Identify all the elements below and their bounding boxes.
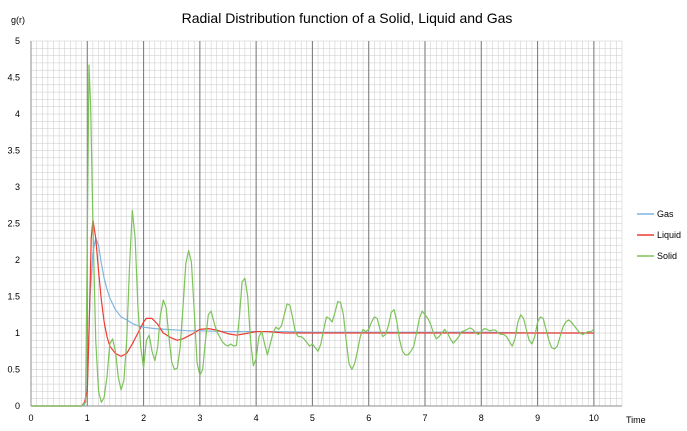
y-axis-label: g(r)	[11, 15, 25, 25]
major-gridlines	[86, 41, 595, 406]
x-tick-label: 1	[85, 413, 90, 423]
x-tick-label: 5	[310, 413, 315, 423]
x-tick-label: 0	[28, 413, 33, 423]
legend-label-gas: Gas	[657, 209, 674, 219]
x-tick-label: 10	[589, 413, 599, 423]
y-tick-label: 1	[15, 328, 20, 338]
series-line-solid	[31, 64, 595, 407]
y-tick-label: 5	[15, 36, 20, 46]
x-tick-label: 2	[141, 413, 146, 423]
legend: Gas Liquid Solid	[637, 209, 681, 261]
series-lines	[31, 64, 595, 407]
y-tick-label: 4	[15, 109, 20, 119]
legend-label-liquid: Liquid	[657, 230, 681, 240]
y-tick-label: 2	[15, 255, 20, 265]
y-tick-label: 0	[15, 401, 20, 411]
legend-label-solid: Solid	[657, 251, 677, 261]
x-tick-label: 9	[535, 413, 540, 423]
axes	[30, 41, 622, 407]
x-tick-label: 4	[254, 413, 259, 423]
y-tick-label: 0.5	[7, 365, 20, 375]
x-axis-label: Time	[626, 415, 646, 425]
y-tick-label: 2.5	[7, 219, 20, 229]
y-tick-label: 1.5	[7, 292, 20, 302]
y-tick-label: 3	[15, 182, 20, 192]
y-tick-label: 4.5	[7, 73, 20, 83]
x-tick-label: 6	[366, 413, 371, 423]
minor-gridlines	[31, 40, 623, 406]
series-line-liquid	[31, 219, 594, 407]
x-tick-label: 3	[197, 413, 202, 423]
x-tick-label: 8	[479, 413, 484, 423]
chart-title: Radial Distribution function of a Solid,…	[182, 10, 513, 26]
tick-labels: 0 0.5 1 1.5 2 2.5 3 3.5 4 4.5 5 0 1 2 3 4 5 6 7 8 9 10	[7, 36, 598, 423]
y-tick-label: 3.5	[7, 146, 20, 156]
x-tick-label: 7	[422, 413, 427, 423]
